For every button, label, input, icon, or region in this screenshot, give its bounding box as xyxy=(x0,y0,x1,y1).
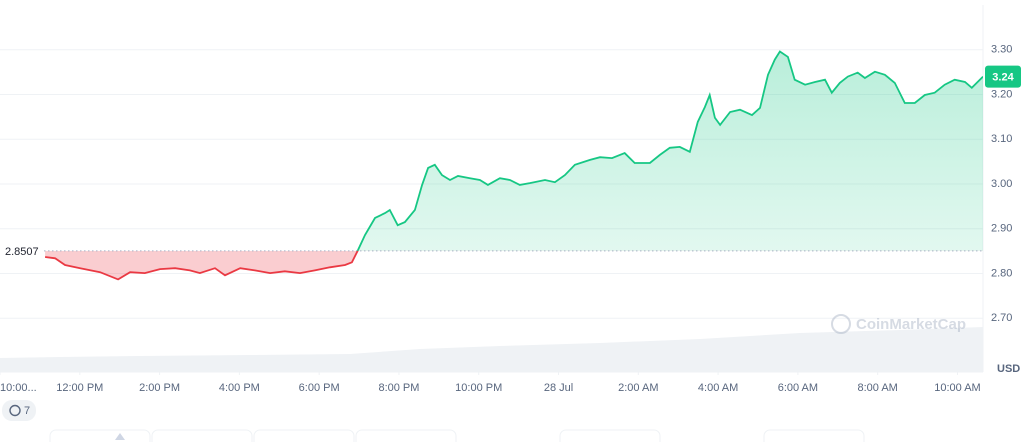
badge-count[interactable]: 7 xyxy=(24,405,30,417)
y-tick-label: 2.70 xyxy=(991,312,1012,324)
last-price-badge xyxy=(985,65,1021,88)
x-tick-label: 10:00 PM xyxy=(455,382,502,394)
x-tick-label: 12:00 PM xyxy=(56,382,103,394)
y-tick-label: 2.80 xyxy=(991,267,1012,279)
x-tick-label: 4:00 PM xyxy=(219,382,260,394)
last-price-label: 3.24 xyxy=(992,72,1014,84)
x-tick-label: 2:00 AM xyxy=(618,382,658,394)
badge-bg[interactable] xyxy=(2,400,36,421)
x-tick-label: 6:00 AM xyxy=(778,382,818,394)
x-tick-label: 6:00 PM xyxy=(299,382,340,394)
y-tick-label: 3.30 xyxy=(991,44,1012,56)
y-tick-label: 3.10 xyxy=(991,133,1012,145)
watermark-group: CoinMarketCap xyxy=(831,314,966,334)
y-tick-label: 2.90 xyxy=(991,223,1012,235)
baseline-label: 2.8507 xyxy=(5,246,39,258)
y-tick-label: 3.20 xyxy=(991,88,1012,100)
y-unit: USD xyxy=(997,363,1020,375)
badge-icon xyxy=(9,404,21,417)
x-tick-label: 10:00 AM xyxy=(934,382,980,394)
plot: 2.8507 3.24 xyxy=(0,50,1021,281)
up-area xyxy=(357,51,983,251)
price-line-up xyxy=(356,50,983,251)
x-tick-label: 4:00 AM xyxy=(698,382,738,394)
x-tick-label: 2:00 PM xyxy=(139,382,180,394)
x-tick-label: 10:00... xyxy=(0,382,37,394)
x-tick-label: 28 Jul xyxy=(544,382,573,394)
x-tick-label: 8:00 AM xyxy=(857,382,897,394)
baseline-label-bg xyxy=(0,242,44,259)
volume-area xyxy=(0,327,983,372)
watermark: CoinMarketCap xyxy=(856,316,966,333)
watermark-logo xyxy=(831,314,851,334)
down-area xyxy=(45,250,358,280)
x-tick-label: 8:00 PM xyxy=(378,382,419,394)
toolbar xyxy=(49,429,865,442)
price-line-down xyxy=(44,250,359,281)
y-tick-label: 3.00 xyxy=(991,178,1012,190)
